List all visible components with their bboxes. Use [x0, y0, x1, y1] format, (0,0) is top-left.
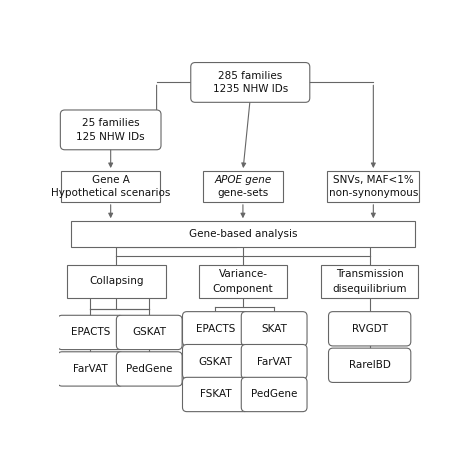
FancyBboxPatch shape: [61, 171, 160, 202]
Text: Collapsing: Collapsing: [89, 276, 144, 286]
Text: GSKAT: GSKAT: [199, 356, 232, 366]
Text: FarVAT: FarVAT: [73, 364, 108, 374]
Text: 125 NHW IDs: 125 NHW IDs: [76, 132, 145, 142]
FancyBboxPatch shape: [71, 221, 415, 246]
Text: 25 families: 25 families: [82, 118, 139, 128]
FancyBboxPatch shape: [117, 352, 182, 386]
Text: SNVs, MAF<1%: SNVs, MAF<1%: [333, 174, 414, 184]
Text: 285 families: 285 families: [218, 71, 283, 81]
Text: FSKAT: FSKAT: [200, 390, 231, 400]
FancyBboxPatch shape: [241, 377, 307, 411]
FancyBboxPatch shape: [66, 265, 166, 298]
FancyBboxPatch shape: [241, 345, 307, 379]
FancyBboxPatch shape: [328, 311, 411, 346]
Text: PedGene: PedGene: [251, 390, 297, 400]
Text: 1235 NHW IDs: 1235 NHW IDs: [213, 84, 288, 94]
FancyBboxPatch shape: [321, 265, 419, 298]
Text: Component: Component: [213, 283, 273, 293]
FancyBboxPatch shape: [117, 315, 182, 350]
FancyBboxPatch shape: [60, 110, 161, 150]
Text: Gene-based analysis: Gene-based analysis: [189, 229, 297, 239]
Text: disequilibrium: disequilibrium: [332, 283, 407, 293]
Text: RarelBD: RarelBD: [349, 360, 391, 370]
FancyBboxPatch shape: [241, 311, 307, 346]
FancyBboxPatch shape: [182, 311, 248, 346]
Text: EPACTS: EPACTS: [196, 324, 235, 334]
FancyBboxPatch shape: [58, 315, 123, 350]
Text: EPACTS: EPACTS: [71, 328, 110, 337]
Text: APOE gene: APOE gene: [214, 174, 272, 184]
FancyBboxPatch shape: [191, 63, 310, 102]
Text: gene-sets: gene-sets: [217, 188, 269, 198]
Text: Transmission: Transmission: [336, 269, 403, 279]
FancyBboxPatch shape: [328, 348, 411, 383]
Text: FarVAT: FarVAT: [257, 356, 292, 366]
Text: RVGDT: RVGDT: [352, 324, 388, 334]
Text: Hypothetical scenarios: Hypothetical scenarios: [51, 188, 170, 198]
FancyBboxPatch shape: [182, 377, 248, 411]
FancyBboxPatch shape: [199, 265, 287, 298]
FancyBboxPatch shape: [58, 352, 123, 386]
Text: non-synonymous: non-synonymous: [328, 188, 418, 198]
FancyBboxPatch shape: [202, 171, 283, 202]
Text: GSKAT: GSKAT: [132, 328, 166, 337]
Text: Variance-: Variance-: [219, 269, 267, 279]
Text: PedGene: PedGene: [126, 364, 173, 374]
FancyBboxPatch shape: [182, 345, 248, 379]
FancyBboxPatch shape: [328, 171, 419, 202]
Text: SKAT: SKAT: [261, 324, 287, 334]
Text: Gene A: Gene A: [92, 174, 129, 184]
